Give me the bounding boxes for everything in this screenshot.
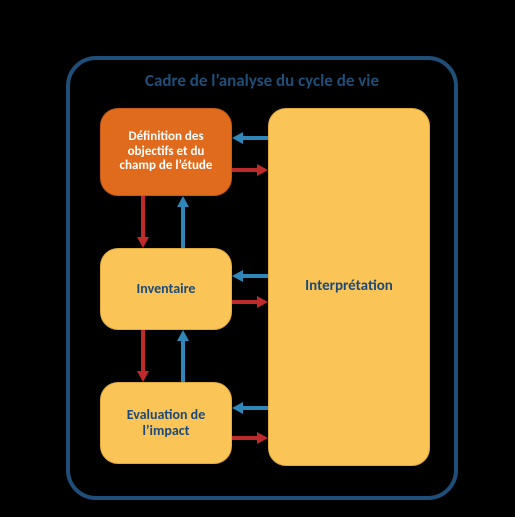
arrows-layer: [0, 0, 515, 517]
diagram-stage: Cadre de l’analyse du cycle de vie Défin…: [0, 0, 515, 517]
